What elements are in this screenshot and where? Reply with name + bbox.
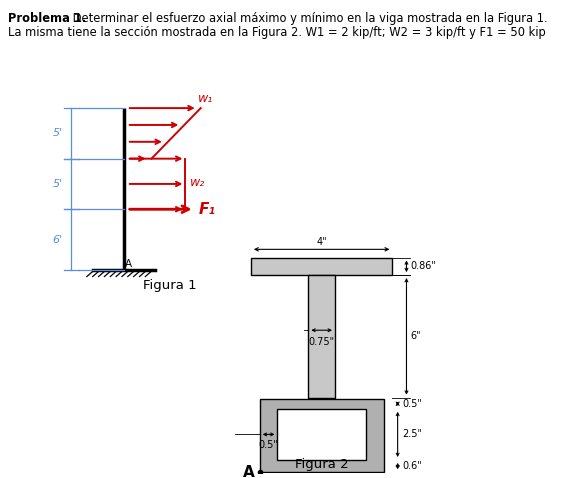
Text: A: A bbox=[125, 259, 132, 269]
Text: Problema 1.: Problema 1. bbox=[8, 12, 86, 25]
Text: 6': 6' bbox=[53, 235, 63, 245]
Bar bbox=[277, 409, 366, 460]
Bar bbox=[308, 275, 335, 398]
Text: 0.5": 0.5" bbox=[402, 399, 422, 409]
Text: 5': 5' bbox=[53, 179, 63, 189]
Bar bbox=[251, 258, 393, 275]
Text: Figura 1: Figura 1 bbox=[143, 279, 197, 292]
Bar bbox=[260, 399, 383, 472]
Text: 0.6": 0.6" bbox=[402, 461, 422, 471]
Text: 6": 6" bbox=[411, 331, 421, 341]
Text: Figura 2: Figura 2 bbox=[295, 458, 349, 471]
Text: F₁: F₁ bbox=[199, 202, 216, 217]
Text: 0.86": 0.86" bbox=[411, 261, 437, 272]
Text: w₂: w₂ bbox=[190, 176, 205, 189]
Text: La misma tiene la sección mostrada en la Figura 2. W1 = 2 kip/ft; W2 = 3 kip/ft : La misma tiene la sección mostrada en la… bbox=[8, 26, 546, 39]
Text: 0.75": 0.75" bbox=[309, 337, 335, 348]
Text: A: A bbox=[243, 465, 254, 478]
Text: 4": 4" bbox=[316, 237, 327, 247]
Text: 0.5": 0.5" bbox=[258, 439, 278, 449]
Text: w₁: w₁ bbox=[197, 92, 213, 105]
Text: 5': 5' bbox=[53, 129, 63, 138]
Text: 2.5": 2.5" bbox=[402, 429, 422, 439]
Text: Determinar el esfuerzo axial máximo y mínimo en la viga mostrada en la Figura 1.: Determinar el esfuerzo axial máximo y mí… bbox=[69, 12, 548, 25]
